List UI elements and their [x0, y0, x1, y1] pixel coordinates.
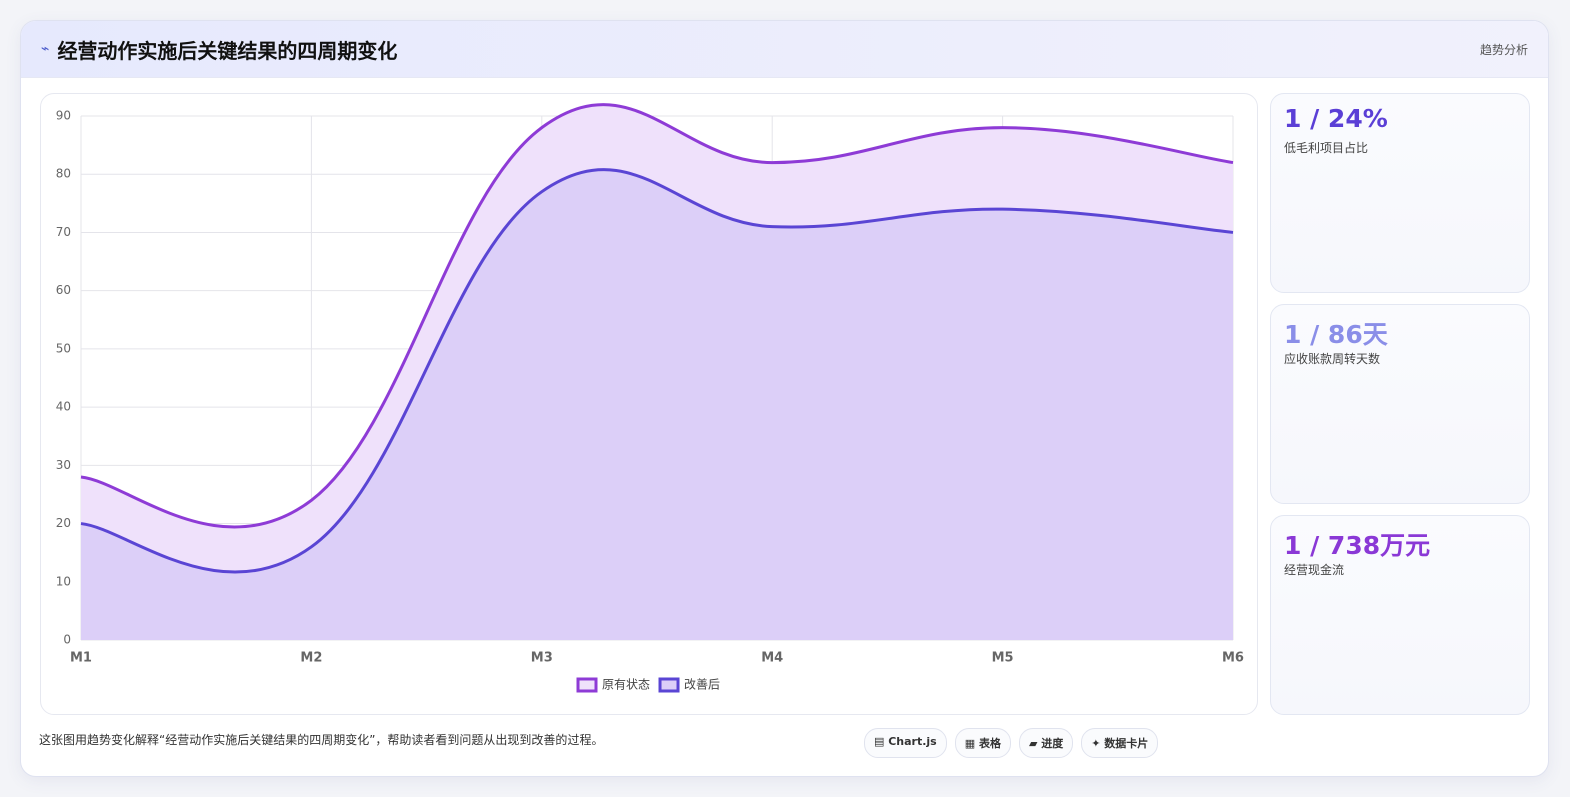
- card: ⌁ 经营动作实施后关键结果的四周期变化 趋势分析 0 10 20 30 40 50 60 70…: [20, 20, 1549, 777]
- chart: 0 10 20 30 40 50 60 70 80 90 M1 M2 M3 M4 M5 M6 原有状态 改善后: [56, 103, 1244, 693]
- kpi-card: 1 / 738万元经营现金流: [1270, 515, 1530, 715]
- x-tick-label: M1: [70, 651, 92, 666]
- header: ⌁ 经营动作实施后关键结果的四周期变化 趋势分析: [21, 21, 1548, 78]
- chip[interactable]: ▰ 进度: [1018, 728, 1074, 758]
- y-tick-label: 80: [56, 167, 71, 181]
- kpi-value: 1 / 738万元: [1284, 531, 1431, 560]
- line: [80, 103, 1234, 529]
- y-tick-label: 0: [63, 633, 71, 647]
- kpi-value: 1 / 24%: [1284, 104, 1388, 133]
- legend-swatch: [576, 677, 598, 693]
- chip[interactable]: ✦ 数据卡片: [1081, 728, 1159, 758]
- tag[interactable]: 趋势分析: [1479, 42, 1528, 57]
- legend-label: 原有状态: [602, 678, 650, 692]
- y-tick-label: 20: [56, 516, 71, 530]
- line: [80, 168, 1234, 574]
- chips: ▤ Chart.js ▦ 表格 ▰ 进度 ✦ 数据卡片: [864, 728, 1159, 758]
- x-tick-label: M2: [300, 651, 322, 666]
- kpi-value: 1 / 86天: [1284, 320, 1388, 349]
- y-tick-label: 90: [56, 109, 71, 123]
- kpi-card: 1 / 86天应收账款周转天数: [1270, 304, 1530, 504]
- icon: ⌁: [41, 41, 50, 57]
- x-tick-label: M5: [992, 651, 1014, 666]
- kpi-card: 1 / 24% 低毛利项目占比: [1270, 93, 1530, 293]
- x-tick-label: M3: [531, 651, 553, 666]
- y-tick-label: 10: [56, 574, 71, 588]
- y-tick-label: 60: [56, 283, 71, 297]
- y-tick-label: 30: [56, 458, 71, 472]
- chip[interactable]: ▤ Chart.js: [864, 728, 947, 758]
- chart-panel: 0 10 20 30 40 50 60 70 80 90 M1 M2 M3 M4 M5 M6 原有状态 改善后: [40, 93, 1258, 715]
- title: 经营动作实施后关键结果的四周期变化: [57, 38, 398, 63]
- legend-swatch: [658, 677, 680, 693]
- x-tick-label: M4: [761, 651, 783, 666]
- area-fill: [81, 169, 1233, 641]
- y-tick-label: 50: [56, 341, 71, 355]
- kpi-label: 应收账款周转天数: [1284, 352, 1381, 366]
- chip[interactable]: ▦ 表格: [954, 728, 1011, 758]
- x-tick-label: M6: [1222, 651, 1244, 666]
- kpi-label: 低毛利项目占比: [1284, 141, 1369, 155]
- caption: 这张图用趋势变化解释“经营动作实施后关键结果的四周期变化”，帮助读者看到问题从出…: [39, 733, 604, 747]
- y-tick-label: 70: [56, 225, 71, 239]
- kpi-label: 经营现金流: [1284, 563, 1345, 577]
- y-tick-label: 40: [56, 400, 71, 414]
- legend-label: 改善后: [684, 677, 720, 692]
